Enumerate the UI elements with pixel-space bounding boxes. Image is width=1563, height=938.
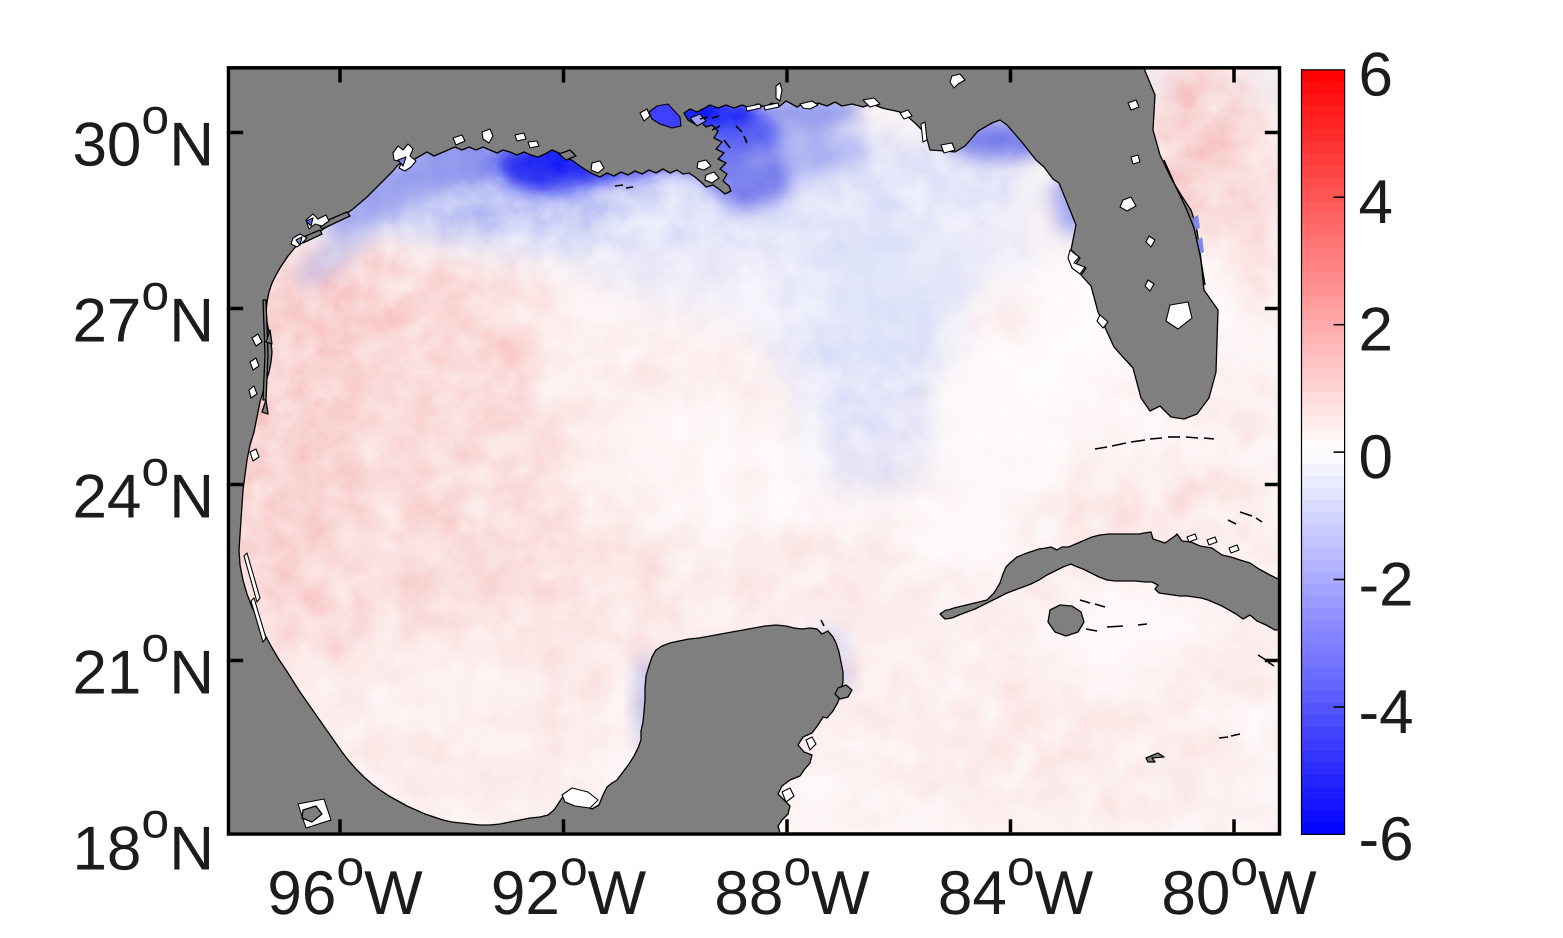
svg-text:2: 2: [1359, 296, 1393, 365]
svg-text:0: 0: [1359, 423, 1393, 492]
svg-text:6: 6: [1359, 41, 1393, 110]
svg-text:-6: -6: [1359, 805, 1414, 874]
svg-text:4: 4: [1359, 168, 1393, 237]
svg-text:-2: -2: [1359, 550, 1414, 619]
svg-text:-4: -4: [1359, 678, 1414, 747]
